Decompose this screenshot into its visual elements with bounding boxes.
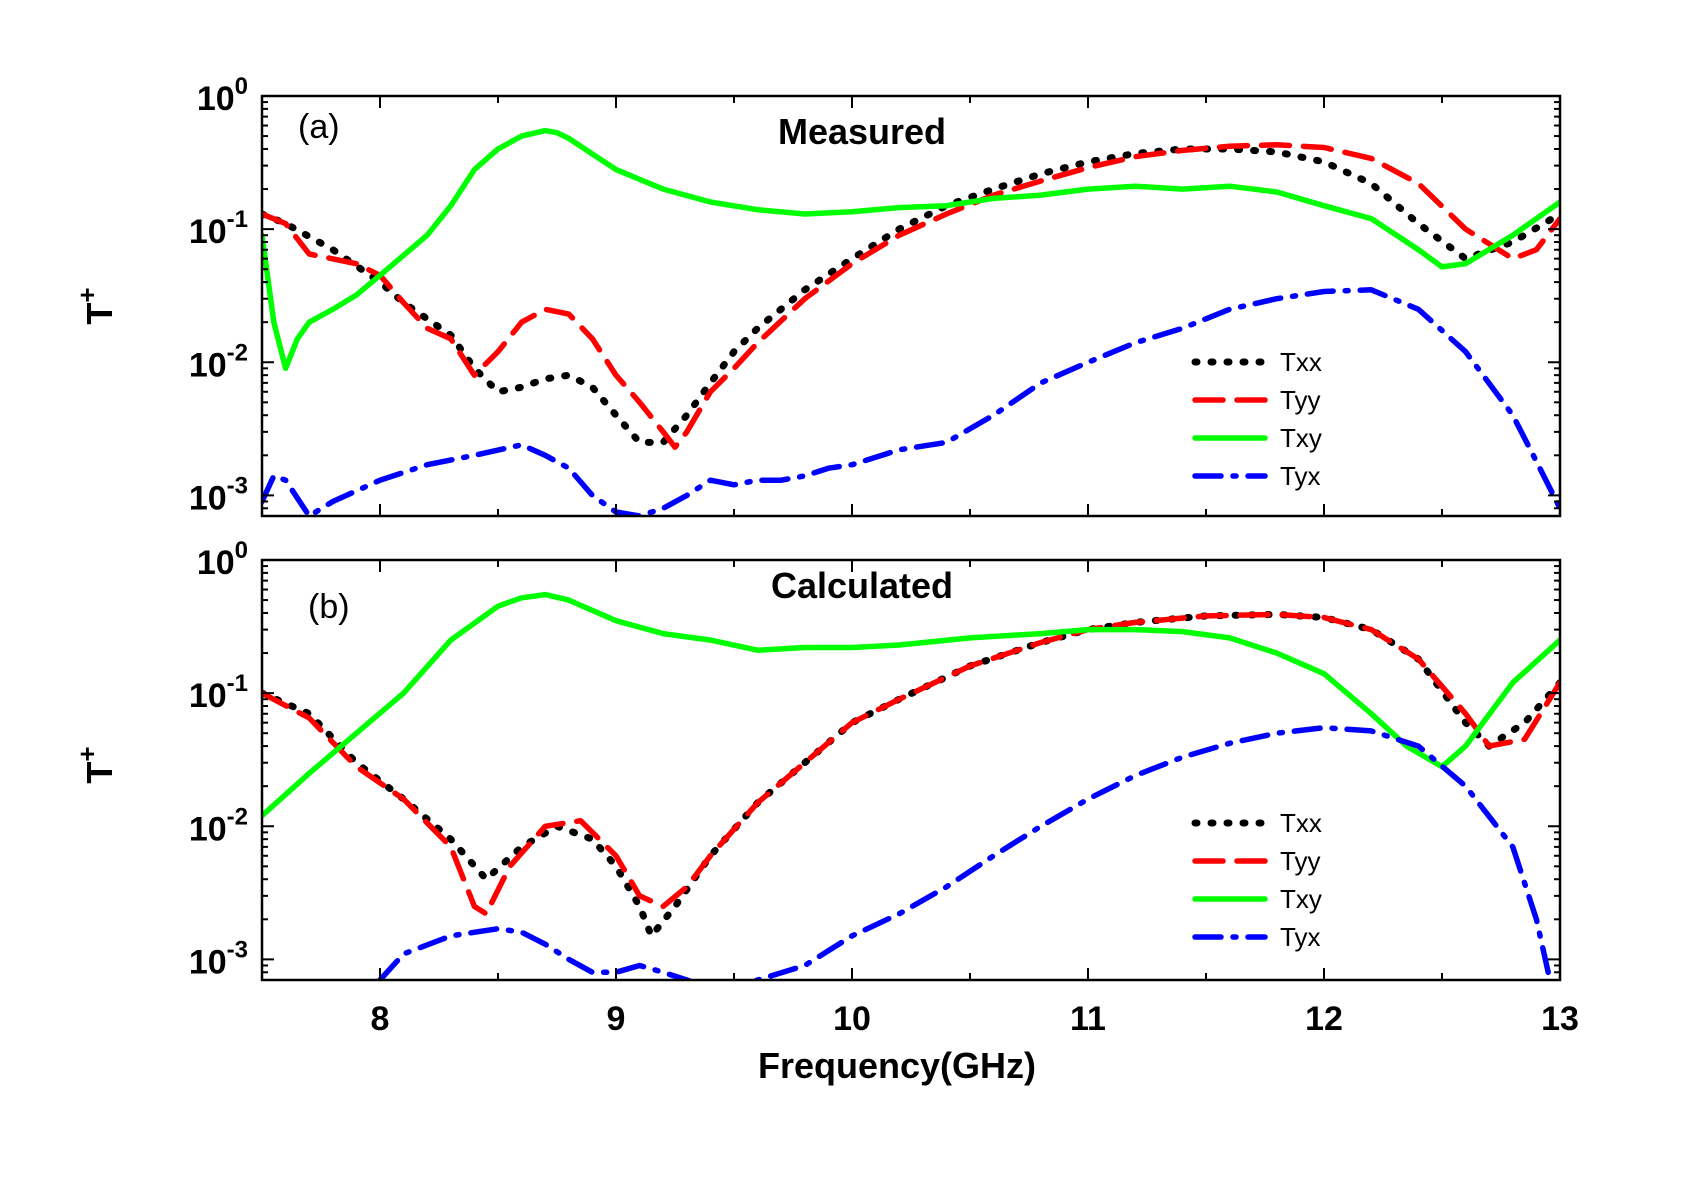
y-tick-label-base: 10 — [189, 346, 227, 384]
series-line-tyy — [262, 142, 1560, 450]
y-tick-label-base: 10 — [197, 80, 235, 118]
plot-frame — [260, 94, 1562, 518]
series-line-txy — [262, 127, 1560, 372]
x-tick-label: 10 — [833, 1000, 871, 1038]
y-axis-title: T+ — [72, 746, 120, 783]
x-tick-label: 9 — [607, 1000, 626, 1038]
series-line-txx — [262, 145, 1560, 446]
series-line-txy — [262, 591, 1560, 819]
x-axis-title: Frequency(GHz) — [758, 1045, 1036, 1086]
plot-frame — [260, 558, 1562, 982]
y-tick-label-exponent: -2 — [227, 803, 248, 830]
y-tick-label-exponent: -1 — [227, 206, 248, 233]
y-tick-label-base: 10 — [189, 479, 227, 517]
series-line-txx — [262, 610, 1560, 940]
y-tick-label: 10-3 — [189, 472, 248, 517]
y-axis-title: T+ — [72, 287, 120, 324]
y-axis-title-text: T — [79, 762, 120, 784]
y-tick-label: 10-3 — [189, 936, 248, 981]
y-tick-label-exponent: 0 — [235, 537, 248, 564]
legend-label-tyy: Tyy — [1280, 846, 1320, 876]
y-tick-label-base: 10 — [189, 677, 227, 715]
panel-calculated: 10010-110-210-3T+Calculated(b)TxxTyyTxyT… — [72, 537, 1579, 1038]
y-axis-title-text: T — [79, 303, 120, 325]
legend-label-tyy: Tyy — [1280, 385, 1320, 415]
legend-label-tyx: Tyx — [1280, 922, 1320, 952]
series-group — [262, 127, 1560, 516]
x-tick-label: 11 — [1070, 1000, 1106, 1038]
x-tick-label: 13 — [1541, 1000, 1579, 1038]
y-tick-label-exponent: -2 — [227, 339, 248, 366]
x-tick-label: 12 — [1305, 1000, 1343, 1038]
y-axis-title-superscript: + — [72, 287, 102, 302]
y-tick-label-exponent: -3 — [227, 936, 248, 963]
legend-label-txy: Txy — [1280, 884, 1322, 914]
y-tick-label: 10-2 — [189, 339, 248, 384]
x-tick-label: 8 — [371, 1000, 390, 1038]
y-tick-label-base: 10 — [189, 213, 227, 251]
series-line-tyy — [262, 611, 1560, 917]
series-group — [262, 591, 1560, 980]
series-line-tyx — [262, 287, 1560, 516]
series-line-tyx — [377, 724, 1551, 980]
y-tick-label-exponent: -3 — [227, 472, 248, 499]
panel-tag: (b) — [308, 588, 350, 626]
y-tick-label-exponent: -1 — [227, 670, 248, 697]
y-tick-label: 10-2 — [189, 803, 248, 848]
legend-label-txx: Txx — [1280, 808, 1322, 838]
y-tick-label: 100 — [197, 537, 248, 582]
y-tick-label-exponent: 0 — [235, 73, 248, 100]
panel-tag: (a) — [298, 108, 340, 146]
y-axis-title-superscript: + — [72, 746, 102, 761]
y-tick-label-base: 10 — [197, 544, 235, 582]
legend-label-txx: Txx — [1280, 347, 1322, 377]
legend-label-tyx: Tyx — [1280, 461, 1320, 491]
y-tick-label: 10-1 — [189, 670, 248, 715]
y-tick-label: 100 — [197, 73, 248, 118]
panel-title: Calculated — [771, 565, 953, 606]
legend-label-txy: Txy — [1280, 423, 1322, 453]
y-tick-label: 10-1 — [189, 206, 248, 251]
panel-title: Measured — [778, 111, 946, 152]
y-tick-label-base: 10 — [189, 943, 227, 981]
y-tick-label-base: 10 — [189, 810, 227, 848]
